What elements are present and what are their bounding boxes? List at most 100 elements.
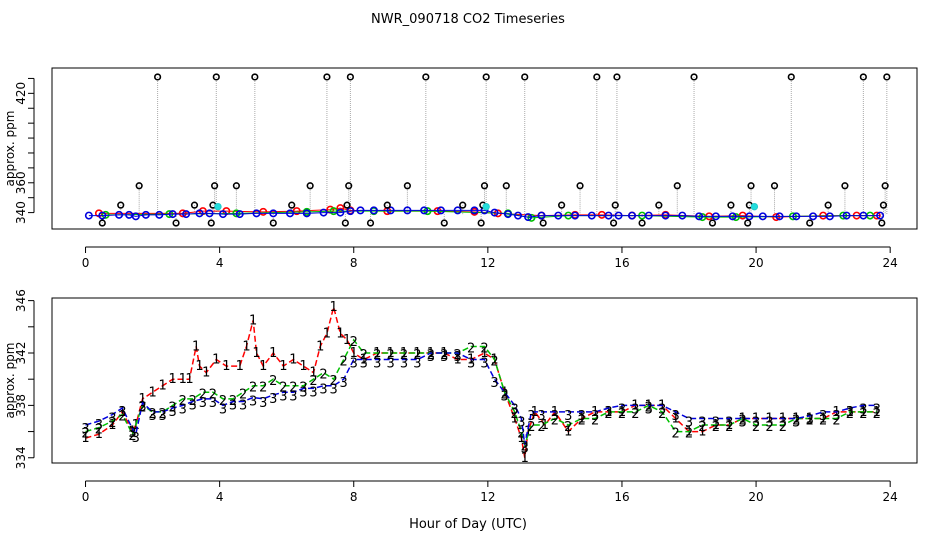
series-2-marker: 2: [454, 348, 462, 363]
blue-series-point: [319, 208, 328, 217]
series-1-marker: 1: [454, 353, 462, 368]
series-3-marker: 3: [671, 409, 679, 424]
series-3-marker: 3: [279, 389, 287, 404]
top-panel: 0 4 8 12 16 20 24 340 360 420 approx. ppm: [3, 67, 918, 270]
black-point: [502, 182, 510, 190]
series-3-marker: 3: [832, 409, 840, 424]
black-point: [482, 73, 490, 81]
series-1-marker: 1: [185, 372, 193, 387]
black-point: [806, 219, 814, 227]
series-2-marker: 2: [604, 407, 612, 422]
y-tick-label: 360: [14, 171, 28, 194]
black-point: [345, 182, 353, 190]
series-1-line: [85, 306, 877, 458]
blue-series-point: [503, 210, 512, 219]
series-3-marker: 3: [108, 412, 116, 427]
series-3-marker: 3: [618, 402, 626, 417]
black-point: [269, 219, 277, 227]
black-point: [135, 182, 143, 190]
series-3-marker: 3: [81, 422, 89, 437]
black-point: [341, 219, 349, 227]
series-3-marker: 3: [249, 395, 257, 410]
series-3-marker: 3: [440, 350, 448, 365]
series-3-marker: 3: [189, 398, 197, 413]
series-2-marker: 2: [158, 407, 166, 422]
plot-frame: [51, 297, 918, 464]
series-1-marker: 1: [329, 300, 337, 315]
black-point: [727, 201, 735, 209]
series-2-marker: 2: [527, 420, 535, 435]
x-tick-label: 4: [216, 256, 224, 270]
series-2-marker: 2: [752, 420, 760, 435]
series-2-marker: 2: [819, 413, 827, 428]
black-point: [366, 219, 375, 227]
series-2-marker: 2: [148, 407, 156, 422]
series-2-marker: 2: [631, 407, 639, 422]
series-3-marker: 3: [564, 409, 572, 424]
black-point: [613, 73, 621, 81]
series-2-marker: 2: [645, 400, 653, 415]
series-2-marker: 2: [467, 341, 475, 356]
series-3-marker: 3: [199, 396, 207, 411]
blue-series-point: [141, 210, 150, 219]
blue-series-point: [876, 211, 885, 220]
blue-series-point: [205, 209, 214, 218]
black-point: [251, 73, 259, 81]
blue-series-point: [155, 210, 164, 219]
series-2-marker: 2: [373, 348, 381, 363]
blue-series-point: [775, 212, 784, 221]
x-tick-label: 16: [614, 256, 629, 270]
series-1-marker: 1: [179, 372, 187, 387]
blue-series-point: [628, 211, 637, 220]
series-3-marker: 3: [765, 415, 773, 430]
blue-series-point: [728, 212, 737, 221]
cyan-point: [214, 202, 222, 211]
plot-frame: [51, 67, 918, 230]
black-point: [154, 73, 162, 81]
series-3-marker: 3: [340, 376, 348, 391]
y-tick-label: 342: [14, 342, 28, 365]
series-3-marker: 3: [511, 402, 519, 417]
blue-series-point: [218, 210, 227, 219]
blue-series-point: [168, 210, 177, 219]
series-2-marker: 2: [360, 348, 368, 363]
series-2-marker: 2: [765, 420, 773, 435]
series-3-marker: 3: [517, 415, 525, 430]
series-3-marker: 3: [454, 350, 462, 365]
blue-series-point: [302, 209, 311, 218]
blue-series-point: [695, 212, 704, 221]
black-point: [824, 201, 832, 209]
blue-series-point: [115, 210, 124, 219]
series-3-marker: 3: [685, 415, 693, 430]
black-point: [558, 201, 566, 209]
series-1-marker: 1: [480, 346, 488, 361]
blue-series-point: [825, 212, 834, 221]
series-2-marker: 2: [779, 420, 787, 435]
series-3-marker: 3: [591, 409, 599, 424]
blue-series-point: [842, 211, 851, 220]
series-1-marker: 1: [336, 326, 344, 341]
series-2-marker: 2: [199, 387, 207, 402]
blue-series-point: [678, 211, 687, 220]
black-point: [611, 201, 619, 209]
black-point: [744, 219, 752, 227]
series-1-marker: 1: [541, 418, 549, 433]
y-tick-label: 338: [14, 394, 28, 417]
blue-series-point: [587, 211, 596, 220]
series-3-marker: 3: [289, 389, 297, 404]
blue-series-point: [98, 211, 107, 220]
series-1-marker: 1: [95, 427, 103, 442]
series-2-marker: 2: [219, 394, 227, 409]
series-2-marker: 2: [179, 394, 187, 409]
black-point: [422, 73, 430, 81]
series-3-marker: 3: [578, 409, 586, 424]
series-1-marker: 1: [222, 359, 230, 374]
series-2-marker: 2: [249, 381, 257, 396]
x-tick-label: 4: [216, 490, 224, 504]
series-3-marker: 3: [169, 405, 177, 420]
blue-series-point: [235, 210, 244, 219]
blue-series-point: [252, 209, 261, 218]
series-2-marker: 2: [698, 420, 706, 435]
series-3-marker: 3: [490, 376, 498, 391]
